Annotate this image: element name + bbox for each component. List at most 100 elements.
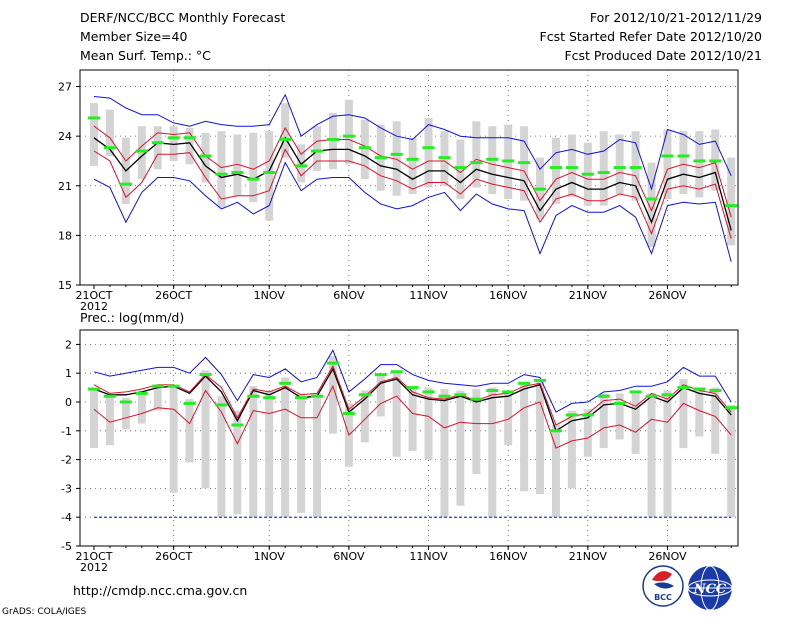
prec-median-mark [661,393,674,397]
prec-ytick-label: -5 [61,540,72,553]
prec-quartile-box [408,386,417,451]
prec-ytick-label: -1 [61,425,72,438]
prec-ytick-label: -2 [61,454,72,467]
temp-median-mark [88,116,100,120]
temp-series-mean-std [93,148,732,239]
temp-quartile-box [217,131,226,208]
temp-quartile-box [695,131,704,198]
prec-quartile-box [631,391,640,454]
prec-median-mark [613,401,626,405]
temp-median-mark [358,146,371,150]
temp-quartile-box [615,134,624,195]
prec-median-mark [629,390,642,394]
prec-median-mark [565,413,578,417]
prec-median-mark [677,386,690,390]
footer-url[interactable]: http://cmdp.ncc.cma.gov.cn [73,583,247,598]
prec-quartile-box [137,390,146,424]
prec-median-mark [549,429,562,433]
prec-median-mark [167,384,180,388]
temp-median-mark [693,159,706,163]
temp-median-mark [629,166,642,170]
temp-quartile-box [185,127,194,165]
temp-median-mark [151,141,164,145]
prec-median-mark [645,394,658,398]
prec-xtick-label: 6NOV [333,550,365,563]
prec-xtick-label: 21NOV [569,550,608,563]
prec-quartile-box [536,378,545,495]
temp-quartile-box [153,126,162,170]
prec-median-mark [215,403,228,407]
header-period: For 2012/10/21-2012/11/29 [590,10,762,25]
prec-quartile-box [551,425,560,518]
prec-xtick-label: 26NOV [648,550,687,563]
temp-median-mark [549,166,562,170]
temp-median-mark [311,149,324,153]
temp-median-mark [725,204,738,208]
prec-median-mark [422,390,435,394]
temp-quartile-box [90,103,98,166]
temp-series-ensemble-mean [93,136,732,231]
temp-quartile-box [551,137,560,204]
temp-median-mark [581,172,594,176]
temp-median-mark [454,166,467,170]
temp-frame [79,69,739,286]
prec-median-mark [358,393,371,397]
temp-xtick-label: 6NOV [333,289,365,302]
prec-median-mark [438,394,451,398]
temp-series-minimum [93,161,732,262]
temp-median-mark [263,171,276,175]
header-title: DERF/NCC/BCC Monthly Forecast [80,10,285,25]
prec-ytick-label: -3 [61,482,72,495]
footer-credit: GrADS: COLA/IGES [2,607,86,617]
prec-series-ensemble-mean [93,367,732,432]
header-variable-temp: Mean Surf. Temp.: °C [80,48,211,63]
header-start-date: Fcst Started Refer Date 2012/10/20 [540,29,763,44]
precip-panel-title: Prec.: log(mm/d) [80,310,184,325]
temp-median-mark [103,146,116,150]
temp-quartile-box [344,99,353,165]
prec-median-mark [390,370,403,374]
temp-median-mark [215,172,228,176]
temp-median-mark [295,164,308,168]
prec-frame [79,329,739,547]
prec-median-mark [709,388,722,392]
temp-ytick-label: 27 [58,81,72,94]
temp-median-mark [661,154,674,158]
temp-quartile-box [249,132,258,203]
temp-quartile-box [727,157,736,246]
temp-quartile-box [456,139,465,199]
temp-median-mark [390,152,403,156]
prec-quartile-box [504,390,513,446]
temp-median-mark [231,171,244,175]
prec-median-mark [263,396,276,400]
prec-median-mark [486,388,499,392]
prec-median-mark [597,394,610,398]
temp-median-mark [597,171,610,175]
bcc-logo-text: BCC [654,593,672,602]
temp-ytick-label: 21 [58,180,72,193]
prec-median-mark [103,394,116,398]
ncc-logo: NCC [687,565,733,611]
prec-quartile-box [360,390,369,443]
temp-quartile-box [631,131,640,201]
prec-median-mark [502,390,515,394]
prec-median-mark [374,373,387,377]
temp-median-mark [613,166,626,170]
temp-median-mark [279,137,292,141]
prec-xtick-label: 26OCT [155,550,192,563]
prec-median-mark [581,413,594,417]
prec-median-mark [725,406,738,410]
prec-quartile-box [440,389,449,518]
prec-median-mark [342,412,355,416]
prec-xtick-label: 16NOV [489,550,528,563]
prec-median-mark [693,387,706,391]
temp-quartile-box [408,137,417,195]
prec-median-mark [199,373,212,377]
prec-median-mark [279,381,292,385]
prec-quartile-box [472,389,481,474]
prec-median-mark [247,394,260,398]
prec-series-mean-std [93,364,732,426]
prec-quartile-box [376,374,385,417]
